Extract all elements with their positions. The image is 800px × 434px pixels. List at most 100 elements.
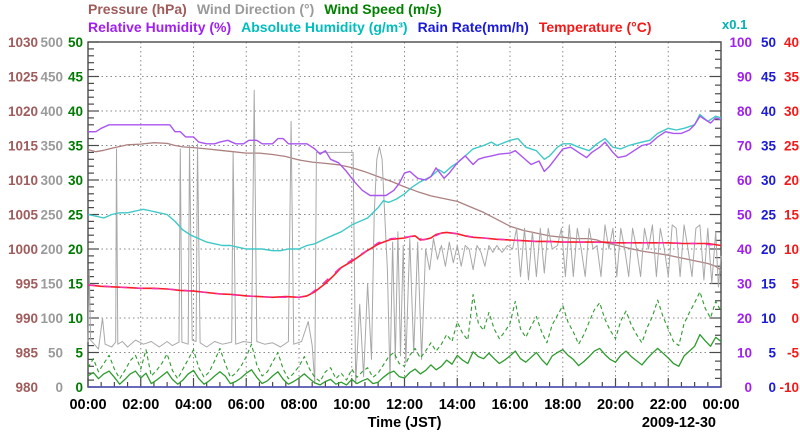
axis-label-temperature: 20: [784, 173, 799, 188]
axis-label-rain_rate: 15: [761, 277, 777, 292]
x-axis-tick-label: 00:00: [702, 397, 739, 413]
legend-item-wind-speed-m-s: Wind Speed (m/s): [324, 1, 442, 17]
axis-label-temperature: 10: [784, 242, 799, 257]
axis-label-relative_humidity: 50: [737, 208, 752, 223]
legend-item-pressure-hpa: Pressure (hPa): [88, 1, 187, 17]
series-absolute_humidity: [87, 113, 722, 252]
axis-label-rain_rate: 10: [761, 311, 776, 326]
axis-label-relative_humidity: 10: [737, 346, 752, 361]
axis-label-wind_speed: 30: [68, 173, 83, 188]
axis-label-rain_rate: 5: [768, 346, 776, 361]
axis-label-wind_speed: 40: [68, 104, 83, 119]
axis-label-wind_speed: 15: [68, 277, 84, 292]
axis-label-pressure: 995: [15, 277, 38, 292]
axis-label-temperature: 35: [784, 70, 800, 85]
axis-label-wind_direction: 350: [40, 139, 63, 154]
axis-label-pressure: 1005: [8, 208, 39, 223]
axis-label-temperature: 30: [784, 104, 799, 119]
axis-label-wind_direction: 250: [40, 208, 63, 223]
legend-item-relative-humidity: Relative Humidity (%): [88, 19, 232, 35]
axis-label-wind_direction: 0: [55, 380, 63, 395]
axis-label-pressure: 990: [15, 311, 38, 326]
axis-label-temperature: -5: [787, 346, 799, 361]
axis-label-relative_humidity: 80: [737, 104, 752, 119]
axis-label-pressure: 980: [15, 380, 38, 395]
axis-label-wind_direction: 450: [40, 70, 63, 85]
x-axis-tick-label: 18:00: [544, 397, 581, 413]
axis-label-wind_direction: 200: [40, 242, 63, 257]
x-axis-tick-label: 12:00: [386, 397, 423, 413]
axis-label-wind_speed: 5: [75, 346, 83, 361]
series-wind_speed_gust: [87, 291, 722, 383]
axis-label-rain_rate: 45: [761, 70, 777, 85]
axis-label-rain_rate: 50: [761, 35, 776, 50]
axis-label-relative_humidity: 70: [737, 139, 752, 154]
axis-label-temperature: 5: [791, 277, 799, 292]
axis-label-wind_speed: 10: [68, 311, 83, 326]
axis-label-wind_direction: 300: [40, 173, 63, 188]
axis-label-temperature: 15: [784, 208, 800, 223]
axis-label-relative_humidity: 90: [737, 70, 752, 85]
x-axis-tick-label: 10:00: [333, 397, 370, 413]
absolute-humidity-multiplier-label: x0.1: [722, 17, 748, 32]
legend-item-rain-rate-mm-h: Rain Rate(mm/h): [417, 19, 529, 35]
axis-label-relative_humidity: 40: [737, 242, 752, 257]
axis-label-temperature: 25: [784, 139, 800, 154]
axis-label-rain_rate: 30: [761, 173, 776, 188]
axis-label-wind_speed: 25: [68, 208, 84, 223]
series-pressure: [87, 142, 722, 271]
series-wind_direction: [87, 89, 722, 385]
legend-row-1: Pressure (hPa) Wind Direction (°) Wind Spe…: [88, 1, 442, 17]
series-temperature_2: [87, 231, 722, 298]
x-axis-tick-label: 00:00: [69, 397, 106, 413]
legend-item-temperature-c: Temperature (°C): [538, 19, 652, 35]
axis-label-rain_rate: 25: [761, 208, 777, 223]
axis-label-wind_direction: 150: [40, 277, 63, 292]
x-axis-tick-label: 20:00: [597, 397, 634, 413]
axis-label-wind_direction: 100: [40, 311, 63, 326]
axis-label-rain_rate: 20: [761, 242, 776, 257]
x-axis-tick-label: 22:00: [650, 397, 687, 413]
axis-label-rain_rate: 0: [768, 380, 776, 395]
axis-label-pressure: 1025: [8, 70, 39, 85]
chart-date-label: 2009-12-30: [642, 415, 716, 431]
axis-label-wind_direction: 500: [40, 35, 63, 50]
axis-label-relative_humidity: 100: [729, 35, 752, 50]
axis-label-wind_speed: 20: [68, 242, 83, 257]
axis-label-pressure: 1020: [8, 104, 38, 119]
axis-label-relative_humidity: 0: [744, 380, 752, 395]
axis-label-rain_rate: 35: [761, 139, 777, 154]
axis-label-rain_rate: 40: [761, 104, 776, 119]
axis-label-wind_direction: 400: [40, 104, 63, 119]
axis-label-wind_speed: 50: [68, 35, 83, 50]
x-axis-tick-label: 04:00: [175, 397, 212, 413]
x-axis-tick-label: 14:00: [439, 397, 476, 413]
axis-label-pressure: 1000: [8, 242, 38, 257]
axis-label-wind_direction: 50: [48, 346, 63, 361]
axis-label-temperature: 0: [791, 311, 799, 326]
x-axis-tick-label: 06:00: [228, 397, 265, 413]
axis-label-relative_humidity: 60: [737, 173, 752, 188]
series-relative_humidity: [88, 115, 722, 197]
axis-label-relative_humidity: 20: [737, 311, 752, 326]
x-axis-tick-label: 02:00: [122, 397, 159, 413]
axis-label-pressure: 1010: [8, 173, 38, 188]
axis-label-wind_speed: 45: [68, 70, 84, 85]
x-axis-title: Time (JST): [368, 415, 442, 431]
axis-label-wind_speed: 35: [68, 139, 84, 154]
axis-label-temperature: 40: [784, 35, 799, 50]
series-wind_speed: [87, 333, 722, 386]
legend-item-absolute-humidity-g-m: Absolute Humidity (g/m³): [241, 19, 408, 35]
axis-label-pressure: 1030: [8, 35, 38, 50]
x-axis-tick-label: 08:00: [280, 397, 317, 413]
axis-label-relative_humidity: 30: [737, 277, 752, 292]
legend-row-2: Relative Humidity (%) Absolute Humidity (…: [88, 19, 652, 35]
x-axis-tick-label: 16:00: [491, 397, 528, 413]
axis-label-temperature: -10: [779, 380, 799, 395]
legend-item-wind-direction: Wind Direction (°): [196, 1, 315, 17]
axis-label-pressure: 1015: [8, 139, 39, 154]
axis-label-pressure: 985: [15, 346, 38, 361]
axis-label-wind_speed: 0: [75, 380, 83, 395]
